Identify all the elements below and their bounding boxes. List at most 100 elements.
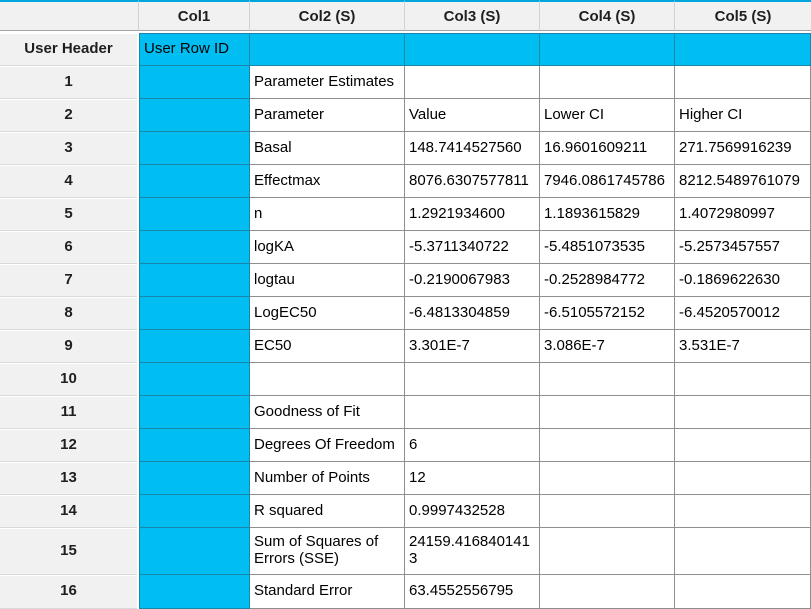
grid-cell[interactable]: Effectmax [250, 165, 405, 198]
grid-cell[interactable]: 1.1893615829 [540, 198, 675, 231]
grid-cell[interactable]: 0.9997432528 [405, 495, 540, 528]
row-id-cell[interactable] [139, 429, 250, 462]
grid-cell[interactable]: Degrees Of Freedom [250, 429, 405, 462]
row-header[interactable]: 2 [0, 99, 137, 132]
grid-cell[interactable]: 1.4072980997 [675, 198, 811, 231]
row-header[interactable]: 7 [0, 264, 137, 297]
row-id-cell[interactable] [139, 165, 250, 198]
grid-cell[interactable] [675, 462, 811, 495]
grid-cell[interactable]: 12 [405, 462, 540, 495]
corner-header-cell[interactable] [0, 0, 139, 31]
grid-cell[interactable]: 271.7569916239 [675, 132, 811, 165]
grid-cell[interactable]: 63.4552556795 [405, 575, 540, 609]
row-id-cell[interactable] [139, 297, 250, 330]
grid-cell[interactable] [540, 462, 675, 495]
row-header[interactable]: 11 [0, 396, 137, 429]
grid-cell[interactable]: 24159.4168401413 [405, 528, 540, 575]
row-header[interactable]: 6 [0, 231, 137, 264]
grid-cell[interactable]: logtau [250, 264, 405, 297]
grid-cell[interactable]: 3.301E-7 [405, 330, 540, 363]
grid-cell[interactable]: 1.2921934600 [405, 198, 540, 231]
row-id-cell[interactable] [139, 99, 250, 132]
grid-cell[interactable]: Parameter [250, 99, 405, 132]
grid-cell[interactable]: -0.2528984772 [540, 264, 675, 297]
grid-cell[interactable] [675, 575, 811, 609]
grid-cell[interactable] [405, 33, 540, 66]
row-header[interactable]: 12 [0, 429, 137, 462]
column-header-col2[interactable]: Col2 (S) [250, 0, 405, 31]
grid-cell[interactable] [675, 66, 811, 99]
grid-cell[interactable] [540, 429, 675, 462]
row-id-cell[interactable] [139, 363, 250, 396]
grid-cell[interactable]: 3.086E-7 [540, 330, 675, 363]
grid-cell[interactable]: 7946.0861745786 [540, 165, 675, 198]
row-id-cell[interactable] [139, 264, 250, 297]
grid-cell[interactable]: Parameter Estimates [250, 66, 405, 99]
column-header-col5[interactable]: Col5 (S) [675, 0, 811, 31]
row-header[interactable]: 5 [0, 198, 137, 231]
grid-cell[interactable] [540, 528, 675, 575]
grid-cell[interactable]: Lower CI [540, 99, 675, 132]
grid-cell[interactable] [405, 66, 540, 99]
grid-cell[interactable]: Number of Points [250, 462, 405, 495]
row-id-cell[interactable] [139, 575, 250, 609]
row-header[interactable]: 9 [0, 330, 137, 363]
grid-cell[interactable]: -5.2573457557 [675, 231, 811, 264]
grid-cell[interactable] [540, 66, 675, 99]
row-id-cell[interactable] [139, 198, 250, 231]
grid-cell[interactable]: Standard Error [250, 575, 405, 609]
grid-cell[interactable]: -6.5105572152 [540, 297, 675, 330]
row-id-cell[interactable] [139, 330, 250, 363]
row-id-cell[interactable] [139, 132, 250, 165]
row-id-cell[interactable] [139, 66, 250, 99]
row-id-cell[interactable] [139, 462, 250, 495]
grid-cell[interactable]: -5.3711340722 [405, 231, 540, 264]
grid-cell[interactable] [405, 396, 540, 429]
column-header-col1[interactable]: Col1 [139, 0, 250, 31]
row-header[interactable]: 13 [0, 462, 137, 495]
grid-cell[interactable] [675, 396, 811, 429]
user-header-label[interactable]: User Header [0, 33, 137, 66]
column-header-col3[interactable]: Col3 (S) [405, 0, 540, 31]
grid-cell[interactable] [675, 33, 811, 66]
row-header[interactable]: 3 [0, 132, 137, 165]
grid-cell[interactable]: -6.4520570012 [675, 297, 811, 330]
row-id-cell[interactable] [139, 495, 250, 528]
grid-cell[interactable]: Goodness of Fit [250, 396, 405, 429]
row-header[interactable]: 10 [0, 363, 137, 396]
grid-cell[interactable]: Value [405, 99, 540, 132]
grid-cell[interactable]: Basal [250, 132, 405, 165]
grid-cell[interactable] [675, 528, 811, 575]
grid-cell[interactable]: 3.531E-7 [675, 330, 811, 363]
grid-cell[interactable]: Higher CI [675, 99, 811, 132]
grid-cell[interactable] [540, 396, 675, 429]
grid-cell[interactable]: Sum of Squares of Errors (SSE) [250, 528, 405, 575]
grid-cell[interactable]: R squared [250, 495, 405, 528]
grid-cell[interactable] [540, 33, 675, 66]
row-id-cell[interactable] [139, 231, 250, 264]
row-id-cell[interactable] [139, 396, 250, 429]
row-header[interactable]: 16 [0, 575, 137, 609]
column-header-col4[interactable]: Col4 (S) [540, 0, 675, 31]
user-row-id-cell[interactable]: User Row ID [139, 33, 250, 66]
grid-cell[interactable]: EC50 [250, 330, 405, 363]
grid-cell[interactable] [540, 575, 675, 609]
grid-cell[interactable] [675, 429, 811, 462]
row-header[interactable]: 8 [0, 297, 137, 330]
grid-cell[interactable]: 8212.5489761079 [675, 165, 811, 198]
grid-cell[interactable] [675, 495, 811, 528]
grid-cell[interactable] [540, 363, 675, 396]
grid-cell[interactable]: logKA [250, 231, 405, 264]
grid-cell[interactable]: -5.4851073535 [540, 231, 675, 264]
grid-cell[interactable] [250, 363, 405, 396]
grid-cell[interactable]: -0.1869622630 [675, 264, 811, 297]
grid-cell[interactable]: -6.4813304859 [405, 297, 540, 330]
grid-cell[interactable] [675, 363, 811, 396]
grid-cell[interactable] [405, 363, 540, 396]
row-header[interactable]: 14 [0, 495, 137, 528]
row-id-cell[interactable] [139, 528, 250, 575]
grid-cell[interactable] [250, 33, 405, 66]
grid-cell[interactable]: n [250, 198, 405, 231]
grid-cell[interactable]: 16.9601609211 [540, 132, 675, 165]
grid-cell[interactable]: 6 [405, 429, 540, 462]
